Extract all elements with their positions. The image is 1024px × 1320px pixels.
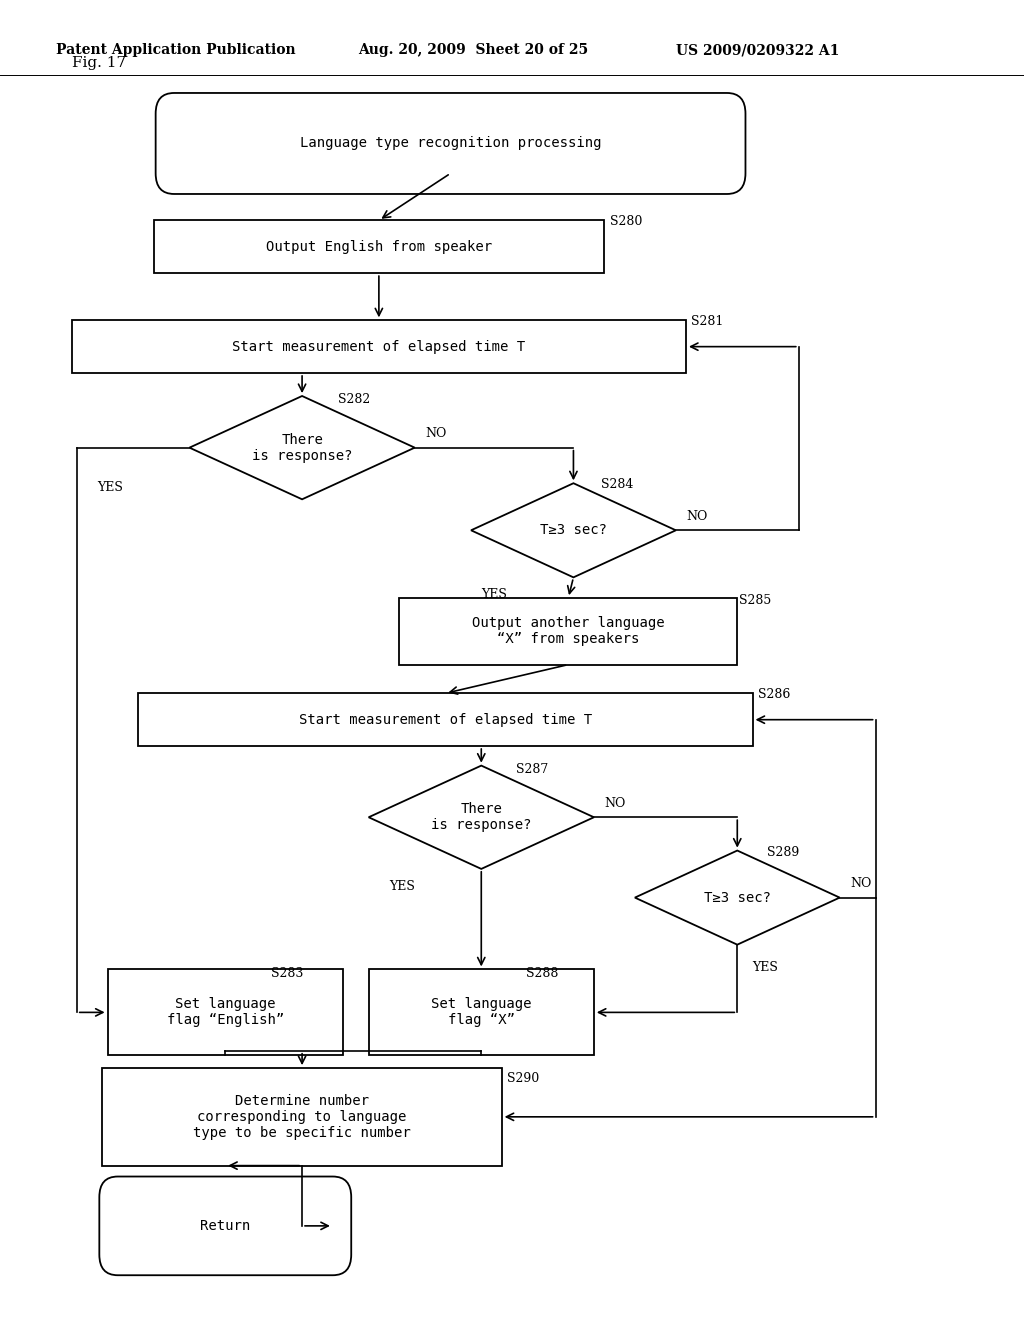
Text: YES: YES [97,482,123,494]
Text: Patent Application Publication: Patent Application Publication [56,44,296,57]
Bar [138,693,753,746]
Bar [369,969,594,1056]
Text: NO: NO [425,428,446,441]
Text: NO: NO [604,797,626,810]
Polygon shape [369,766,594,869]
Polygon shape [189,396,415,499]
Text: YES: YES [753,961,778,974]
Bar [399,598,737,664]
Text: Fig. 17: Fig. 17 [72,57,126,70]
Text: NO: NO [850,878,871,890]
FancyBboxPatch shape [156,92,745,194]
Text: YES: YES [389,879,415,892]
Text: S281: S281 [691,315,724,327]
Text: There
is response?: There is response? [431,803,531,833]
FancyBboxPatch shape [99,1176,351,1275]
Text: T≥3 sec?: T≥3 sec? [703,891,771,904]
Text: Return: Return [200,1218,251,1233]
Text: T≥3 sec?: T≥3 sec? [540,523,607,537]
Text: US 2009/0209322 A1: US 2009/0209322 A1 [676,44,840,57]
Text: Set language
flag “X”: Set language flag “X” [431,998,531,1027]
Text: Output another language
“X” from speakers: Output another language “X” from speaker… [472,616,665,647]
Text: Set language
flag “English”: Set language flag “English” [167,998,284,1027]
Text: Output English from speaker: Output English from speaker [266,240,492,253]
Text: S290: S290 [507,1072,539,1085]
Bar [108,969,343,1056]
Text: S283: S283 [271,966,304,979]
Text: S280: S280 [610,215,643,228]
Text: S285: S285 [739,594,771,607]
Text: Start measurement of elapsed time T: Start measurement of elapsed time T [299,713,592,727]
Text: Aug. 20, 2009  Sheet 20 of 25: Aug. 20, 2009 Sheet 20 of 25 [358,44,589,57]
Text: S286: S286 [758,688,791,701]
Text: S284: S284 [601,478,634,491]
Text: Determine number
corresponding to language
type to be specific number: Determine number corresponding to langua… [194,1094,411,1140]
Text: S282: S282 [338,393,370,407]
Bar [72,321,686,374]
Bar [102,1068,502,1166]
Text: Start measurement of elapsed time T: Start measurement of elapsed time T [232,339,525,354]
Text: NO: NO [686,510,708,523]
Text: S287: S287 [516,763,548,776]
Text: S288: S288 [526,966,559,979]
Text: Language type recognition processing: Language type recognition processing [300,136,601,150]
Text: S289: S289 [767,846,799,859]
Bar [154,220,604,273]
Polygon shape [635,850,840,945]
Text: YES: YES [481,589,507,601]
Polygon shape [471,483,676,577]
Text: There
is response?: There is response? [252,433,352,463]
